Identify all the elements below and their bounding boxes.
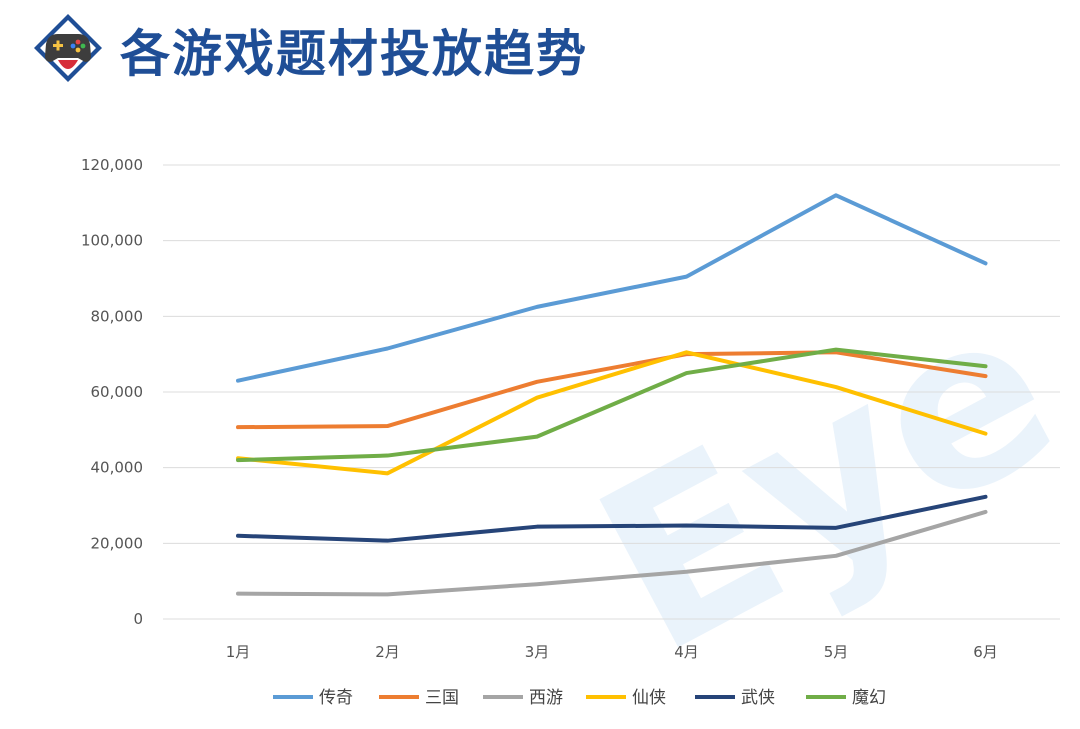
y-tick-label: 60,000 [91,383,144,401]
legend-item: 仙侠 [586,688,666,708]
y-tick-label: 40,000 [91,459,144,477]
x-tick-label: 2月 [375,643,400,661]
legend-label: 传奇 [319,688,353,708]
x-tick-label: 1月 [226,643,251,661]
legend-label: 三国 [425,688,459,708]
legend-label: 武侠 [741,688,775,708]
legend-item: 魔幻 [806,688,886,708]
legend-label: 仙侠 [632,688,666,708]
gridlines [163,164,1060,620]
gamepad-logo-icon [34,14,102,82]
x-tick-label: 6月 [973,643,998,661]
series-line-6 [236,347,988,463]
series-line-4 [236,350,988,476]
legend-item: 西游 [483,688,563,708]
series-line-3 [236,509,988,597]
legend: 传奇 三国 西游 仙侠 武侠 魔幻 [273,688,886,708]
y-tick-label: 0 [133,610,143,628]
x-tick-label: 5月 [824,643,849,661]
header: 各游戏题材投放趋势 [28,10,588,90]
y-axis-ticks: 0 20,000 40,000 60,000 80,000 100,000 120,000 [81,156,143,628]
legend-item: 武侠 [695,688,775,708]
y-tick-label: 20,000 [91,534,144,552]
y-tick-label: 120,000 [81,156,143,174]
legend-label: 魔幻 [852,688,886,708]
series-line-1 [236,193,988,383]
x-axis-ticks: 1月 2月 3月 4月 5月 6月 [226,643,998,661]
page-title: 各游戏题材投放趋势 [120,25,588,83]
y-tick-label: 100,000 [81,232,143,250]
series-line-5 [236,494,988,543]
series-line-2 [236,350,988,430]
legend-item: 传奇 [273,688,353,708]
y-tick-label: 80,000 [91,307,144,325]
legend-item: 三国 [379,688,459,708]
legend-label: 西游 [529,688,563,708]
x-tick-label: 4月 [674,643,699,661]
x-tick-label: 3月 [525,643,550,661]
series-lines [236,193,988,597]
